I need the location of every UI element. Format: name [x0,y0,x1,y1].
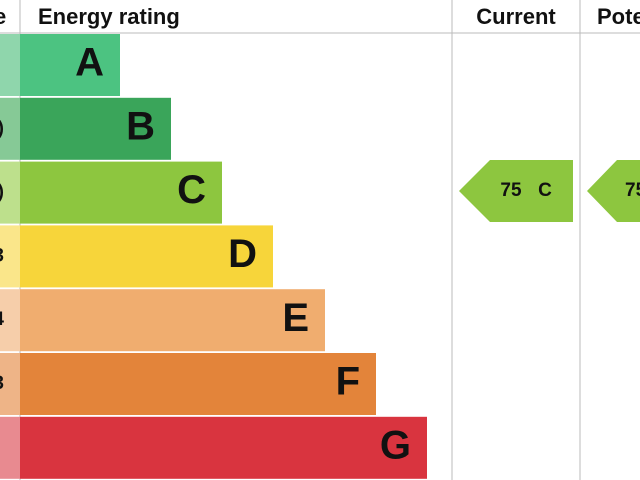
score-label: 3 [0,373,4,394]
rating-letter: D [228,232,257,276]
rating-letter: B [126,104,155,148]
score-cell [0,225,20,288]
rating-letter: C [177,168,206,212]
potential-arrow [587,160,640,222]
score-cell [0,97,20,160]
score-header: e [0,4,6,29]
potential-score: 75 [625,180,640,201]
score-cell [0,353,20,415]
rating-bar [20,353,376,415]
rating-bar [20,289,325,352]
rating-letter: G [380,423,411,467]
current-arrow [459,160,573,222]
rating-bar [20,97,171,160]
score-label: 3 [0,245,4,266]
score-label: 4 [0,309,4,330]
score-label: ) [0,118,4,139]
score-cell [0,416,20,479]
rating-letter: E [282,296,309,340]
potential-header: Pote [597,4,640,29]
score-label: ) [0,182,4,203]
current-header: Current [476,4,556,29]
current-score: 75 [500,180,522,201]
score-cell [0,161,20,224]
rating-bar [20,34,120,96]
score-cell [0,34,20,96]
rating-letter: F [336,360,360,404]
rating-header: Energy rating [38,4,180,29]
rating-bar [20,225,273,288]
rating-bar [20,416,427,479]
rating-letter: A [75,41,104,85]
score-cell [0,289,20,352]
rating-bar [20,161,222,224]
current-band: C [538,180,552,201]
